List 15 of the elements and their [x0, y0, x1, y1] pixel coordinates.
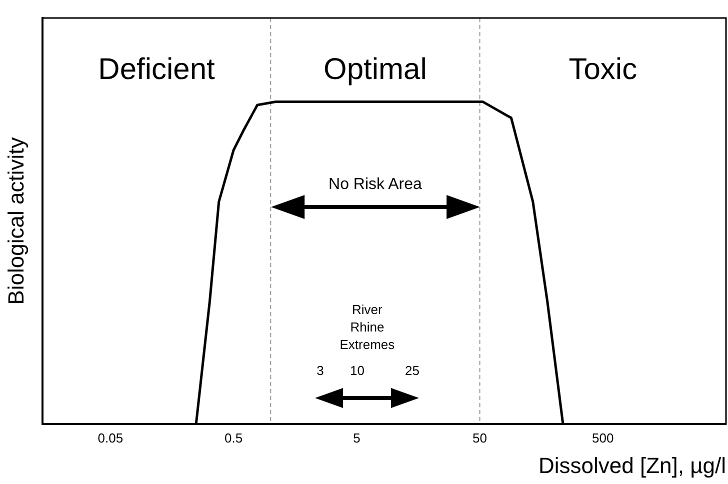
text: Optimal: [324, 53, 427, 86]
annotation: No Risk Area: [328, 176, 422, 193]
x-tick-label: 0.5: [224, 430, 243, 446]
annotation: 25: [404, 362, 420, 378]
x-tick-label: 5: [353, 430, 360, 446]
x-tick-label: 500: [592, 430, 614, 446]
x-tick-label: 50: [472, 430, 488, 446]
annotation: River Rhine Extremes: [340, 302, 396, 352]
text: Toxic: [568, 53, 638, 86]
annotation: 10: [350, 362, 364, 378]
x-tick-label: 0.05: [98, 430, 124, 446]
y-axis-title: Biological activity: [3, 137, 28, 305]
x-axis-title: Dissolved [Zn], µg/l: [538, 452, 726, 478]
annotation: 3: [316, 362, 324, 378]
text: Deficient: [98, 53, 216, 86]
